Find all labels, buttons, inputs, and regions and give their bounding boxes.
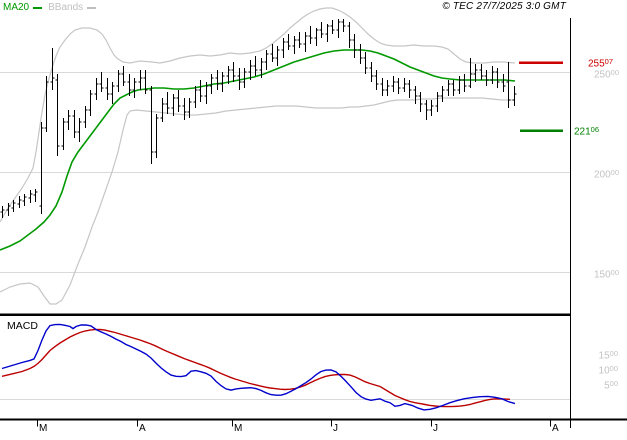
- month-label: A: [552, 423, 559, 434]
- price-axis-label: 20000: [593, 167, 619, 181]
- month-label: J: [433, 423, 438, 434]
- candlesticks: [0, 19, 517, 218]
- ma20-legend-swatch-icon: [33, 7, 43, 9]
- price-axis-label: 25000: [593, 67, 619, 81]
- support-price-main: 221: [573, 126, 591, 138]
- support-price-cents: 06: [590, 125, 599, 135]
- chart-legend: MA20 BBands: [3, 2, 97, 14]
- bollinger-upper-band: [0, 7, 516, 223]
- macd-line: [1, 323, 516, 411]
- macd-axis-label: 1000: [598, 364, 618, 377]
- macd-axis-label: 1500: [598, 349, 618, 362]
- month-label: M: [234, 423, 243, 434]
- resistance-price-label: 25507: [588, 55, 613, 71]
- macd-signal-line: [1, 328, 511, 408]
- ma20-line: [0, 49, 516, 251]
- month-label: A: [139, 423, 146, 434]
- price-axis-label: 15000: [593, 267, 619, 281]
- resistance-price-cents: 07: [604, 57, 613, 67]
- macd-pane-title: MACD: [7, 320, 38, 332]
- bollinger-lower-band: [0, 97, 515, 305]
- bbands-legend-swatch-icon: [87, 7, 97, 9]
- support-price-label: 22106: [574, 123, 599, 139]
- macd-axis-label: 500: [604, 379, 618, 392]
- month-label: J: [333, 423, 338, 434]
- ma20-legend-label: MA20: [3, 2, 30, 13]
- time-axis-ticks: [37, 420, 571, 428]
- copyright-timestamp: © TEC 27/7/2025 3:0 GMT: [442, 1, 566, 12]
- resistance-price-main: 255: [587, 58, 605, 70]
- gridlines: [0, 72, 570, 400]
- month-label: M: [39, 423, 48, 434]
- bbands-legend-label: BBands: [48, 2, 84, 13]
